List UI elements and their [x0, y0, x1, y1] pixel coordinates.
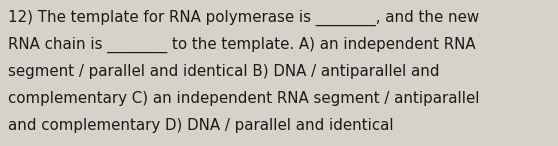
Text: RNA chain is ________ to the template. A) an independent RNA: RNA chain is ________ to the template. A… [8, 37, 475, 53]
Text: complementary C) an independent RNA segment / antiparallel: complementary C) an independent RNA segm… [8, 91, 479, 106]
Text: and complementary D) DNA / parallel and identical: and complementary D) DNA / parallel and … [8, 118, 393, 133]
Text: segment / parallel and identical B) DNA / antiparallel and: segment / parallel and identical B) DNA … [8, 64, 439, 79]
Text: 12) The template for RNA polymerase is ________, and the new: 12) The template for RNA polymerase is _… [8, 10, 479, 26]
